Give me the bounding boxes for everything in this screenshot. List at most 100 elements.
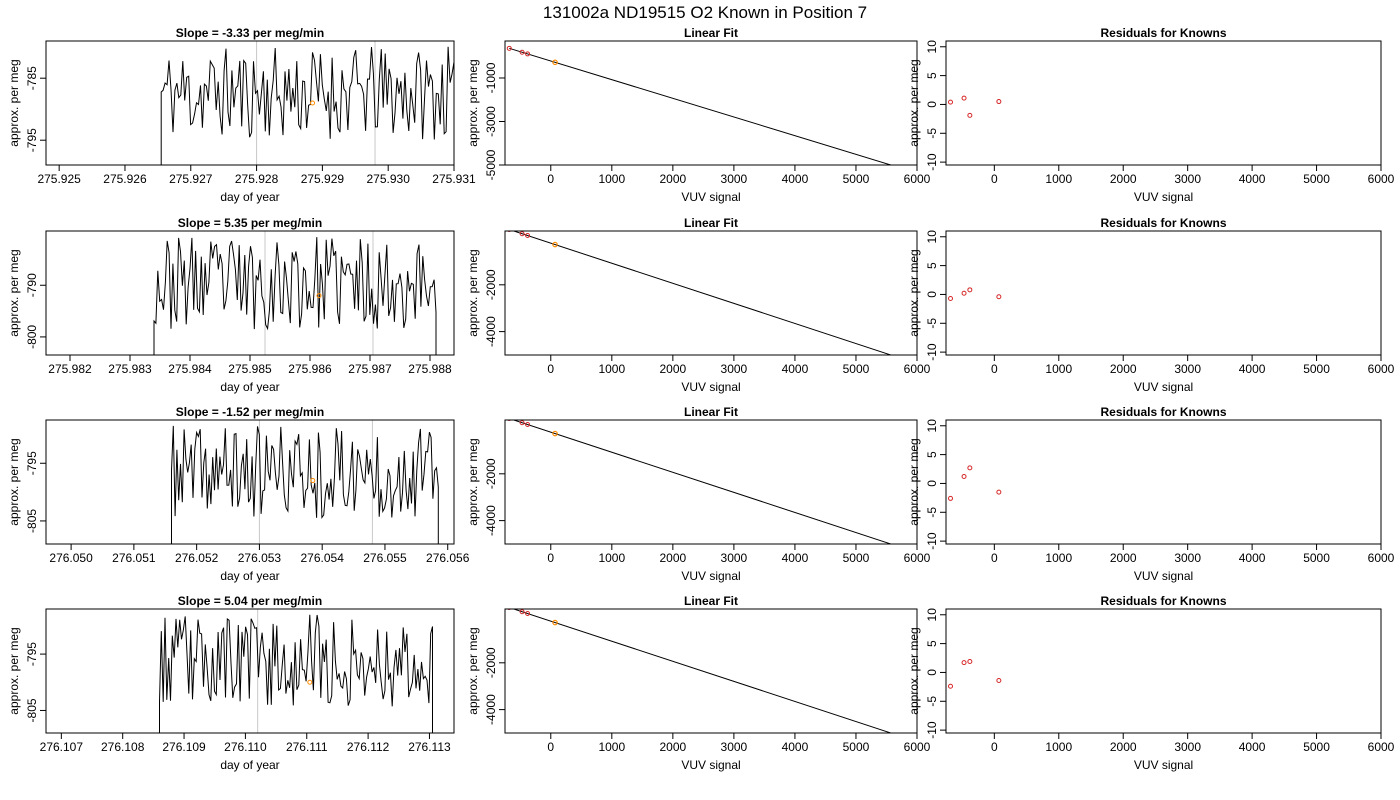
x-tick-label: 3000 (721, 172, 748, 186)
panel-title: Slope = 5.35 per meg/min (178, 216, 322, 230)
plot-area (948, 465, 1002, 501)
y-tick-label: -790 (25, 273, 39, 297)
known-point (525, 611, 531, 617)
residual-point (961, 290, 967, 296)
plot-area (160, 41, 454, 165)
sample-marker (307, 679, 313, 685)
plot-area (171, 420, 439, 544)
x-tick-label: 4000 (782, 362, 809, 376)
y-tick-label: -5 (925, 318, 939, 329)
x-axis-label: VUV signal (681, 569, 740, 583)
x-tick-label: 275.982 (48, 362, 92, 376)
y-tick-label: 10 (925, 419, 939, 433)
y-tick-label: 0 (925, 101, 939, 108)
x-tick-label: 5000 (843, 362, 870, 376)
y-axis-label: approx. per meg (466, 438, 480, 525)
y-tick-label: 0 (925, 480, 939, 487)
x-tick-label: 6000 (1368, 551, 1395, 565)
x-axis-label: VUV signal (1134, 758, 1193, 772)
x-tick-label: 276.110 (224, 740, 267, 754)
x-tick-label: 4000 (1239, 172, 1266, 186)
known-point (525, 233, 531, 239)
y-axis-label: approx. per meg (907, 59, 921, 146)
x-tick-label: 2000 (660, 172, 687, 186)
x-tick-label: 1000 (598, 362, 625, 376)
plot-frame (45, 608, 455, 734)
x-tick-label: 276.109 (162, 740, 206, 754)
x-axis-label: VUV signal (1134, 190, 1193, 204)
known-point (525, 422, 531, 428)
x-tick-label: 2000 (660, 740, 687, 754)
x-axis-label: VUV signal (681, 190, 740, 204)
y-tick-label: -805 (25, 698, 39, 722)
data-trace (159, 614, 433, 733)
y-tick-label: -5 (925, 696, 939, 707)
x-tick-label: 6000 (1368, 172, 1395, 186)
y-axis-label: approx. per meg (7, 59, 21, 146)
x-axis-label: VUV signal (681, 758, 740, 772)
x-tick-label: 6000 (904, 551, 931, 565)
sample-point (552, 430, 558, 437)
x-tick-label: 275.983 (108, 362, 152, 376)
x-tick-label: 3000 (721, 740, 748, 754)
residual-point (967, 658, 973, 664)
y-axis-label: approx. per meg (907, 249, 921, 336)
x-axis-label: VUV signal (1134, 569, 1193, 583)
main-title: 131002a ND19515 O2 Known in Position 7 (543, 3, 867, 22)
x-tick-label: 5000 (1303, 551, 1330, 565)
x-tick-label: 3000 (721, 551, 748, 565)
y-axis-label: approx. per meg (466, 627, 480, 714)
panel-title: Residuals for Knowns (1100, 405, 1226, 419)
y-tick-label: -800 (25, 325, 39, 349)
sample-marker (310, 100, 316, 106)
plot-frame (45, 40, 455, 166)
x-tick-label: 276.050 (49, 551, 93, 565)
residual-point (996, 489, 1002, 495)
plot-area (948, 287, 1002, 301)
plot-frame (504, 40, 918, 166)
y-tick-label: -5 (925, 128, 939, 139)
x-tick-label: 1000 (1045, 551, 1072, 565)
plot-frame (945, 419, 1382, 545)
x-tick-label: 275.930 (366, 172, 410, 186)
x-tick-label: 0 (991, 551, 998, 565)
residual-point (967, 465, 973, 471)
y-tick-label: -1000 (484, 62, 498, 93)
x-tick-label: 0 (991, 172, 998, 186)
x-tick-label: 275.928 (235, 172, 279, 186)
x-tick-label: 0 (547, 362, 554, 376)
panel-r2-c3: Residuals for Knowns VUV signal approx. pe… (907, 216, 1395, 394)
x-tick-label: 275.929 (301, 172, 345, 186)
known-point (519, 231, 525, 237)
x-tick-label: 4000 (782, 740, 809, 754)
y-tick-label: 5 (925, 72, 939, 79)
x-tick-label: 5000 (843, 172, 870, 186)
y-axis-label: approx. per meg (466, 249, 480, 336)
panel-title: Slope = -1.52 per meg/min (176, 405, 324, 419)
x-tick-label: 1000 (598, 740, 625, 754)
x-tick-label: 2000 (1110, 172, 1137, 186)
x-tick-label: 276.056 (426, 551, 470, 565)
y-tick-label: -795 (25, 642, 39, 666)
panel-r3-c1: Slope = -1.52 per meg/min day of year appr… (7, 405, 470, 583)
panel-r4-c2: Linear Fit VUV signal approx. per meg 0 1000… (466, 594, 931, 772)
panel-title: Slope = -3.33 per meg/min (176, 26, 324, 40)
y-tick-label: 5 (925, 640, 939, 647)
sample-marker (316, 293, 322, 299)
plot-area (948, 95, 1002, 118)
plot-area (159, 609, 433, 733)
x-tick-label: 5000 (843, 740, 870, 754)
fit-line (512, 420, 893, 544)
x-tick-label: 1000 (1045, 172, 1072, 186)
residual-point (961, 474, 967, 480)
x-tick-label: 275.987 (348, 362, 392, 376)
residual-point (996, 99, 1002, 105)
x-tick-label: 275.986 (288, 362, 332, 376)
y-tick-label: 10 (925, 230, 939, 244)
x-tick-label: 275.985 (228, 362, 272, 376)
plot-frame (945, 40, 1382, 166)
data-trace (171, 425, 439, 544)
x-tick-label: 3000 (1174, 362, 1201, 376)
y-tick-label: -4000 (484, 505, 498, 536)
panel-r3-c2: Linear Fit VUV signal approx. per meg 0 1000… (466, 405, 931, 583)
